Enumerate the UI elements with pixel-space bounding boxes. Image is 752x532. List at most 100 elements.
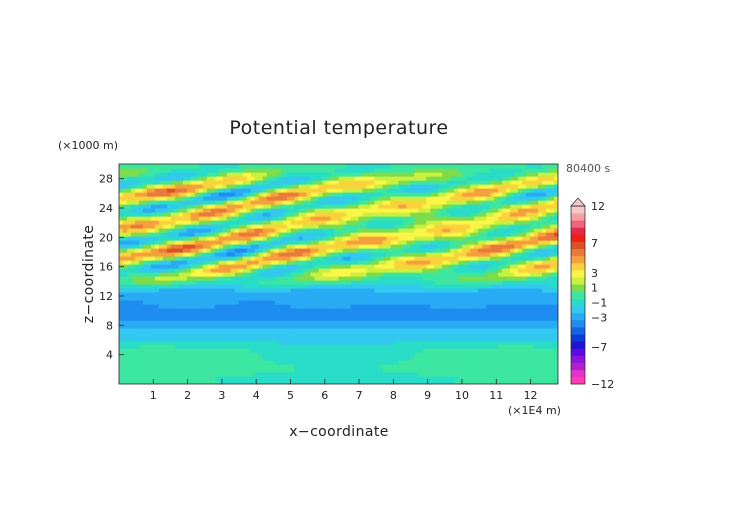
field-cell bbox=[206, 308, 212, 313]
field-cell bbox=[542, 308, 547, 313]
field-cell bbox=[350, 224, 356, 229]
field-cell bbox=[226, 380, 232, 384]
field-cell bbox=[398, 288, 403, 293]
field-cell bbox=[170, 252, 176, 257]
field-cell bbox=[286, 272, 292, 277]
field-cell bbox=[414, 264, 419, 269]
field-cell bbox=[354, 340, 360, 345]
field-cell bbox=[362, 276, 368, 281]
field-cell bbox=[382, 376, 387, 381]
field-cell bbox=[526, 228, 531, 233]
field-cell bbox=[146, 368, 152, 373]
field-cell bbox=[286, 376, 292, 381]
field-cell bbox=[194, 372, 200, 377]
field-cell bbox=[418, 260, 423, 265]
field-cell bbox=[458, 268, 463, 273]
field-cell bbox=[498, 372, 503, 377]
field-cell bbox=[214, 248, 220, 253]
field-cell bbox=[242, 312, 248, 317]
field-cell bbox=[426, 376, 431, 381]
field-cell bbox=[254, 244, 260, 249]
field-cell bbox=[410, 352, 415, 357]
field-cell bbox=[210, 336, 216, 341]
field-cell bbox=[410, 236, 415, 241]
field-cell bbox=[294, 360, 300, 365]
field-cell bbox=[430, 360, 435, 365]
field-cell bbox=[230, 372, 236, 377]
field-cell bbox=[214, 240, 220, 245]
field-cell bbox=[398, 208, 403, 213]
field-cell bbox=[154, 236, 160, 241]
field-cell bbox=[498, 380, 503, 384]
field-cell bbox=[422, 232, 427, 237]
field-cell bbox=[218, 272, 224, 277]
field-cell bbox=[342, 356, 348, 361]
field-cell bbox=[554, 268, 558, 273]
field-cell bbox=[446, 380, 451, 384]
field-cell bbox=[206, 296, 212, 301]
field-cell bbox=[170, 264, 176, 269]
field-cell bbox=[490, 228, 495, 233]
field-cell bbox=[522, 244, 527, 249]
field-cell bbox=[146, 340, 152, 345]
field-cell bbox=[290, 220, 296, 225]
field-cell bbox=[294, 364, 300, 369]
field-cell bbox=[226, 220, 232, 225]
field-cell bbox=[154, 360, 160, 365]
field-cell bbox=[286, 228, 292, 233]
field-cell bbox=[310, 272, 316, 277]
field-cell bbox=[194, 272, 200, 277]
field-cell bbox=[510, 204, 515, 209]
field-cell bbox=[146, 292, 152, 297]
field-cell bbox=[534, 316, 539, 321]
field-cell bbox=[198, 352, 204, 357]
field-cell bbox=[482, 252, 487, 257]
field-cell bbox=[386, 272, 391, 277]
field-cell bbox=[202, 280, 208, 285]
field-cell bbox=[442, 236, 447, 241]
field-cell bbox=[522, 336, 527, 341]
field-cell bbox=[146, 212, 152, 217]
field-cell bbox=[350, 364, 356, 369]
field-cell bbox=[538, 288, 543, 293]
field-cell bbox=[122, 344, 128, 349]
field-cell bbox=[498, 244, 503, 249]
field-cell bbox=[462, 216, 467, 221]
field-cell bbox=[282, 352, 288, 357]
field-cell bbox=[242, 300, 248, 305]
field-cell bbox=[434, 232, 439, 237]
field-cell bbox=[534, 260, 539, 265]
field-cell bbox=[366, 292, 372, 297]
field-cell bbox=[370, 372, 376, 377]
field-cell bbox=[142, 312, 148, 317]
field-cell bbox=[290, 320, 296, 325]
field-cell bbox=[526, 336, 531, 341]
field-cell bbox=[282, 224, 288, 229]
field-cell bbox=[542, 328, 547, 333]
field-cell bbox=[362, 300, 368, 305]
field-cell bbox=[238, 252, 244, 257]
field-cell bbox=[174, 228, 180, 233]
field-cell bbox=[550, 244, 555, 249]
field-cell bbox=[382, 220, 387, 225]
field-cell bbox=[382, 256, 387, 261]
field-cell bbox=[446, 284, 451, 289]
field-cell bbox=[382, 284, 387, 289]
field-cell bbox=[398, 264, 403, 269]
field-cell bbox=[206, 272, 212, 277]
field-cell bbox=[434, 332, 439, 337]
field-cell bbox=[406, 336, 411, 341]
field-cell bbox=[370, 336, 376, 341]
field-cell bbox=[142, 248, 148, 253]
field-cell bbox=[418, 360, 423, 365]
field-cell bbox=[130, 316, 136, 321]
field-cell bbox=[126, 308, 132, 313]
field-cell bbox=[246, 328, 252, 333]
field-cell bbox=[238, 260, 244, 265]
field-cell bbox=[478, 308, 483, 313]
field-cell bbox=[154, 260, 160, 265]
field-cell bbox=[290, 212, 296, 217]
field-cell bbox=[242, 200, 248, 205]
field-cell bbox=[450, 340, 455, 345]
field-cell bbox=[354, 376, 360, 381]
